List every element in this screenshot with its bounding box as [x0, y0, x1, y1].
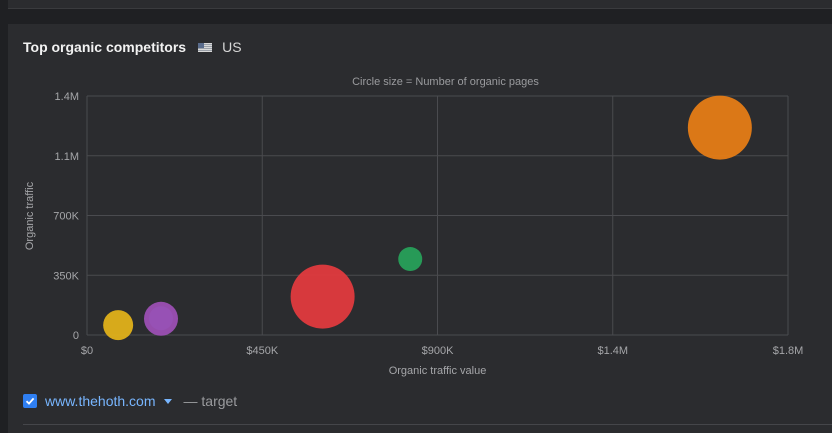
chart-svg: Circle size = Number of organic pages 1.4… [24, 76, 804, 377]
top-organic-competitors-panel: Top organic competitors US Circle size =… [8, 24, 832, 433]
domain-link[interactable]: www.thehoth.com [45, 393, 156, 409]
previous-panel-edge [8, 0, 832, 9]
x-tick-label: $1.4M [597, 345, 628, 357]
x-axis-label: Organic traffic value [389, 365, 487, 377]
x-tick-label: $0 [81, 345, 93, 357]
us-flag-icon [198, 42, 213, 52]
panel-title: Top organic competitors [23, 39, 187, 55]
y-tick-label: 1.1M [55, 151, 79, 163]
bottom-divider [23, 424, 832, 425]
competitors-bubble-chart: Circle size = Number of organic pages 1.4… [8, 24, 832, 433]
competitor-bubble [290, 264, 355, 329]
competitor-bubble [687, 95, 752, 160]
x-tick-label: $900K [422, 345, 454, 357]
y-tick-label: 1.4M [55, 91, 79, 103]
y-tick-label: 700K [53, 211, 79, 223]
x-tick-label: $450K [246, 345, 278, 357]
y-tick-label: 350K [53, 270, 79, 282]
panel-header: Top organic competitors US [23, 38, 242, 56]
chart-subtitle: Circle size = Number of organic pages [352, 76, 539, 88]
checkbox-icon[interactable] [23, 394, 37, 408]
y-tick-label: 0 [73, 330, 79, 342]
x-tick-label: $1.8M [773, 345, 804, 357]
competitor-bubble [398, 247, 423, 272]
legend-row: www.thehoth.com — target [23, 392, 237, 410]
checkmark-icon [25, 397, 35, 405]
target-note: — target [183, 393, 238, 409]
y-axis-label: Organic traffic [24, 181, 36, 250]
competitor-bubble [103, 310, 134, 341]
competitor-bubble [143, 301, 178, 336]
country-label: US [222, 39, 242, 55]
caret-down-icon[interactable] [163, 398, 172, 404]
